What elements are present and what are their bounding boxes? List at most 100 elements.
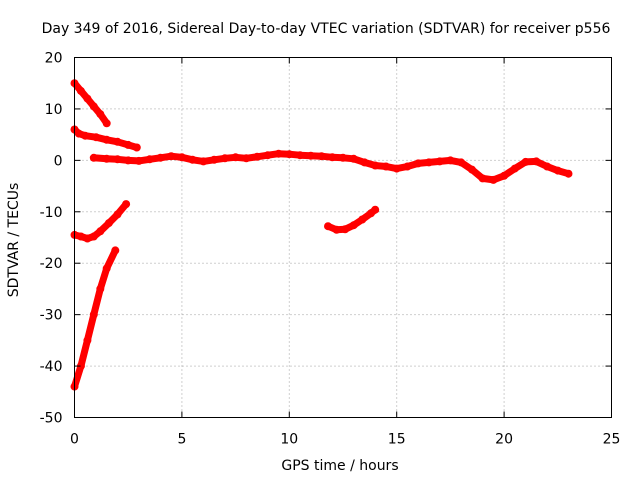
data-point xyxy=(76,362,85,371)
data-point xyxy=(89,310,98,319)
data-point xyxy=(371,161,380,170)
data-point xyxy=(124,140,133,149)
data-point xyxy=(83,94,92,103)
data-point xyxy=(210,155,219,164)
data-point xyxy=(543,162,552,171)
x-tick-label: 20 xyxy=(495,432,513,448)
data-point xyxy=(564,169,573,178)
data-point xyxy=(553,166,562,175)
data-point xyxy=(424,158,433,167)
data-point xyxy=(188,155,197,164)
data-point xyxy=(122,200,131,209)
data-point xyxy=(89,153,98,162)
data-point xyxy=(113,155,122,164)
series-track-f-midday xyxy=(324,205,380,234)
plot-frame xyxy=(74,57,612,418)
data-point xyxy=(253,152,262,161)
data-point xyxy=(457,158,466,167)
data-point xyxy=(532,157,541,166)
series-track-c-upper xyxy=(70,125,141,152)
data-point xyxy=(332,225,341,234)
data-point xyxy=(263,151,272,160)
data-point xyxy=(132,143,141,152)
series-track-a-main xyxy=(89,149,573,184)
data-point xyxy=(134,156,143,165)
data-point xyxy=(96,284,105,293)
data-point xyxy=(360,158,369,167)
y-tick-label: -30 xyxy=(40,308,63,324)
data-point xyxy=(89,232,98,241)
data-point xyxy=(74,129,83,138)
data-point xyxy=(403,162,412,171)
data-point xyxy=(285,150,294,159)
data-point xyxy=(104,219,113,228)
x-axis-label: GPS time / hours xyxy=(281,458,398,474)
data-point xyxy=(242,154,251,163)
data-point xyxy=(392,164,401,173)
y-tick-label: 20 xyxy=(45,51,63,67)
data-point xyxy=(414,159,423,168)
series-track-e-steep xyxy=(70,246,120,391)
y-tick-label: 10 xyxy=(45,102,63,118)
data-point xyxy=(500,171,509,180)
data-point xyxy=(102,135,111,144)
data-point xyxy=(317,152,326,161)
data-point xyxy=(76,232,85,241)
data-point xyxy=(102,154,111,163)
data-point xyxy=(349,221,358,230)
data-point xyxy=(349,154,358,163)
data-point xyxy=(102,264,111,273)
data-layer xyxy=(70,79,573,391)
x-tick-label: 5 xyxy=(177,432,186,448)
data-point xyxy=(102,119,111,128)
data-point xyxy=(382,162,390,171)
data-point xyxy=(199,157,208,166)
y-axis-label: SDTVAR / TECUs xyxy=(6,183,22,298)
data-point xyxy=(177,153,186,162)
data-point xyxy=(111,246,120,255)
data-point xyxy=(306,151,315,160)
data-point xyxy=(328,153,337,162)
data-point xyxy=(83,234,92,243)
chart-title: Day 349 of 2016, Sidereal Day-to-day VTE… xyxy=(42,21,611,37)
data-point xyxy=(358,215,367,224)
data-point xyxy=(145,155,154,164)
y-tick-label: 0 xyxy=(54,153,63,169)
data-point xyxy=(435,157,444,166)
data-point xyxy=(220,154,229,163)
data-point xyxy=(113,137,122,146)
y-tick-label: -10 xyxy=(40,205,63,221)
data-point xyxy=(446,156,455,165)
data-point xyxy=(124,156,133,165)
data-point xyxy=(324,222,332,231)
tick-layer: 0 5 10 15 20 25 -50 -40 -30 -20 -10 0 10 20 xyxy=(40,51,621,448)
data-point xyxy=(81,131,90,140)
data-point xyxy=(371,205,380,214)
x-tick-label: 25 xyxy=(603,432,621,448)
data-point xyxy=(467,165,476,174)
data-point xyxy=(296,151,304,160)
data-point xyxy=(76,86,85,95)
data-point xyxy=(89,102,98,111)
data-point xyxy=(478,174,487,183)
data-point xyxy=(156,153,165,162)
data-point xyxy=(96,227,105,236)
data-point xyxy=(510,164,519,173)
data-point xyxy=(339,153,347,162)
data-point xyxy=(92,133,100,142)
y-tick-label: -40 xyxy=(40,359,63,375)
y-tick-label: -20 xyxy=(40,256,63,272)
data-point xyxy=(83,336,92,345)
x-tick-label: 10 xyxy=(280,432,298,448)
data-point xyxy=(231,153,240,162)
data-point xyxy=(341,225,350,234)
data-point xyxy=(521,157,530,166)
data-point xyxy=(113,210,122,219)
data-point xyxy=(96,110,105,119)
y-tick-label: -50 xyxy=(40,411,63,427)
series-track-b-descending xyxy=(70,79,111,128)
data-point xyxy=(167,152,176,161)
x-tick-label: 0 xyxy=(70,432,79,448)
x-tick-label: 15 xyxy=(388,432,406,448)
